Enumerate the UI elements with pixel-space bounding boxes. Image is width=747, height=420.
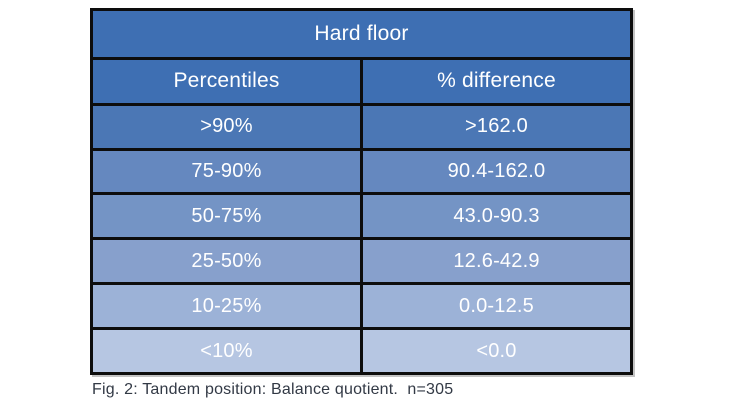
table-title: Hard floor <box>314 21 409 45</box>
figure-caption: Fig. 2: Tandem position: Balance quotien… <box>92 381 454 398</box>
percentile-cell: <10% <box>200 339 253 362</box>
difference-cell: 90.4-162.0 <box>360 150 630 193</box>
percentile-cell: 10-25% <box>191 294 262 317</box>
difference-cell: 12.6-42.9 <box>360 240 630 283</box>
percentile-cell: 25-50% <box>191 249 262 272</box>
difference-cell: 0.0-12.5 <box>360 285 630 328</box>
table-title-row: Hard floor <box>93 11 630 57</box>
difference-cell: <0.0 <box>360 330 630 372</box>
table-row: <10% <0.0 <box>93 327 630 372</box>
table-row: 25-50% 12.6-42.9 <box>93 237 630 283</box>
difference-cell: 43.0-90.3 <box>360 195 630 238</box>
column-header-percentiles: Percentiles <box>173 69 280 93</box>
percentile-cell: 75-90% <box>191 160 262 183</box>
percentile-cell: 50-75% <box>191 204 262 227</box>
percentile-cell: >90% <box>200 115 253 138</box>
table-row: >90% >162.0 <box>93 102 630 148</box>
column-header-difference: % difference <box>360 59 630 103</box>
table-row: 10-25% 0.0-12.5 <box>93 282 630 328</box>
table-row: 75-90% 90.4-162.0 <box>93 147 630 193</box>
table-header-row: Percentiles % difference <box>93 56 630 103</box>
percentile-table: Hard floor Percentiles % difference >90%… <box>90 8 633 375</box>
table-row: 50-75% 43.0-90.3 <box>93 192 630 238</box>
difference-cell: >162.0 <box>360 105 630 148</box>
